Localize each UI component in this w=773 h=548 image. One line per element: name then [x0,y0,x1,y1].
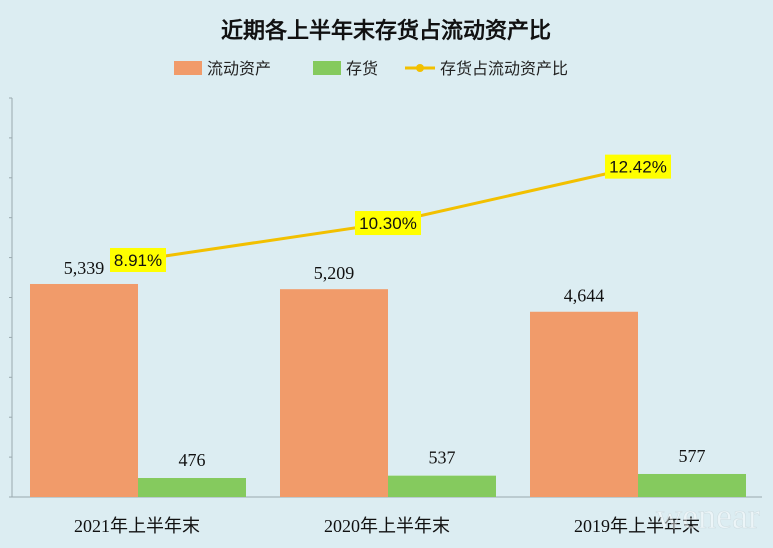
data-label-ratio: 10.30% [359,214,417,233]
chart-title: 近期各上半年末存货占流动资产比 [221,18,551,44]
data-label-inventory: 537 [429,448,456,468]
legend-swatch-inventory [313,61,341,75]
x-axis-tick-label: 2020年上半年末 [324,516,450,536]
legend-marker-ratio [416,64,424,72]
data-label-ratio: 12.42% [609,158,667,177]
bar-inventory [638,473,746,497]
ratio-label-background [355,211,421,236]
x-axis-tick-label: 2021年上半年末 [74,516,200,536]
data-label-inventory: 577 [679,446,706,466]
legend-swatch-current-assets [174,61,202,75]
x-axis-labels: 2021年上半年末 2020年上半年末 2019年上半年末 [74,516,700,536]
bar-inventory [388,475,496,497]
legend-label-ratio: 存货占流动资产比 [440,59,568,78]
ratio-label-background [110,247,166,272]
data-label-current-assets: 4,644 [564,286,605,306]
data-label-inventory: 476 [179,450,206,470]
ratio-line-layer: 8.91% 10.30% 12.42% [110,154,671,272]
data-labels: 5,339 476 5,209 537 4,644 577 [64,258,706,470]
legend-label-current-assets: 流动资产 [207,59,271,78]
ratio-label-background [605,154,671,179]
bar-current-assets [30,283,138,497]
bar-current-assets [530,311,638,497]
legend: 流动资产 存货 存货占流动资产比 [174,59,568,78]
bar-inventory [138,478,246,497]
watermark: wenear [656,496,760,536]
data-label-current-assets: 5,209 [314,263,355,283]
data-label-current-assets: 5,339 [64,258,105,278]
bar-current-assets [280,289,388,497]
bars [30,283,746,497]
legend-label-inventory: 存货 [346,59,378,78]
data-label-ratio: 8.91% [114,251,162,270]
x-axis-tick-label: 2019年上半年末 [574,516,700,536]
